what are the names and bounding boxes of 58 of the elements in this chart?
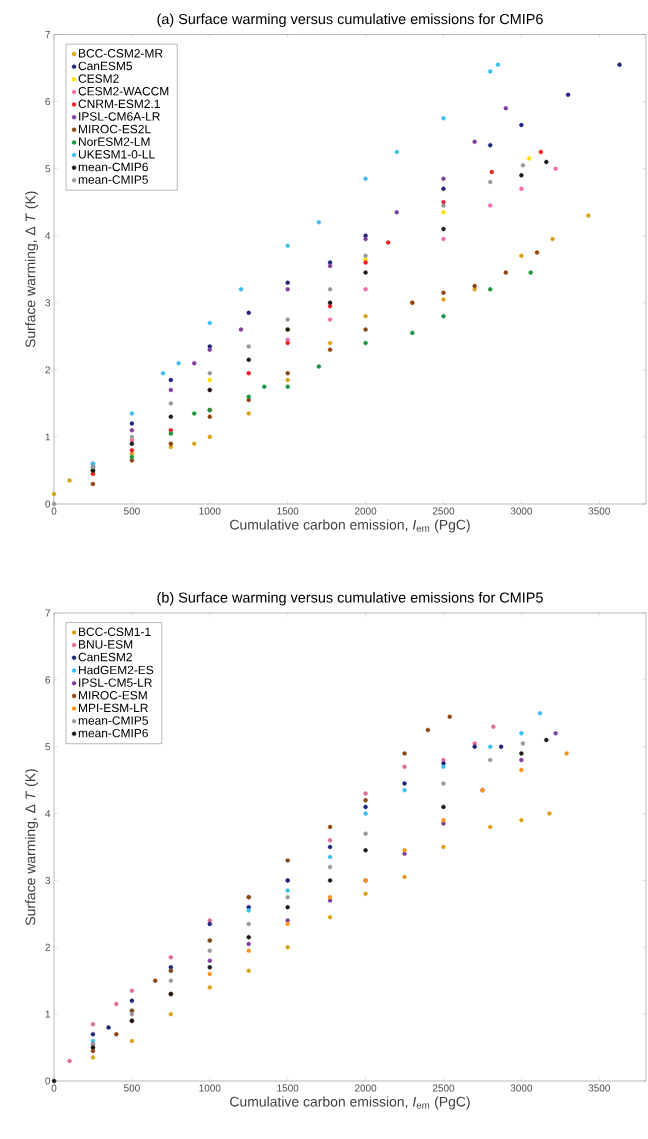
legend-label: BNU-ESM — [79, 640, 133, 649]
y-tick-label: 1 — [45, 433, 50, 441]
x-tick-label: 3500 — [588, 507, 610, 515]
x-tick-label: 1500 — [277, 1084, 299, 1092]
legend-label: UKESM1-0-LL — [78, 150, 155, 159]
legend-label: CESM2 — [78, 74, 119, 83]
legend-label: HadGEM2-ES — [79, 665, 154, 675]
y-tick-label: 0 — [45, 1077, 51, 1085]
legend-label: MIROC-ESM — [79, 691, 147, 700]
x-axis-title: Cumulative carbon emission, I$_{em}$ (PgC) — [230, 1096, 470, 1110]
chart-title: (b) Surface warming versus cumulative emissions for CMIP5 — [157, 592, 543, 606]
y-axis-title: Surface warming, Δ T (K) — [25, 769, 39, 926]
y-tick-label: 1 — [45, 1010, 50, 1018]
legend-label: mean-CMIP6 — [78, 728, 148, 738]
x-tick-label: 3500 — [588, 1084, 610, 1092]
x-tick-label: 0 — [51, 1084, 57, 1092]
legend-label: IPSL-CM6A-LR — [79, 112, 160, 121]
y-tick-label: 0 — [45, 500, 51, 508]
x-tick-label: 2000 — [355, 1084, 377, 1092]
x-tick-label: 2500 — [432, 507, 455, 515]
y-tick-label: 7 — [45, 31, 50, 38]
legend-label: CanESM5 — [78, 61, 133, 71]
y-tick-label: 5 — [45, 743, 51, 751]
legend-label: MPI-ESM-LR — [79, 703, 148, 713]
x-tick-label: 3000 — [510, 1084, 533, 1092]
x-tick-label: 1000 — [199, 507, 221, 515]
y-tick-label: 6 — [45, 98, 51, 106]
y-axis-title: Surface warming, Δ T (K) — [25, 191, 39, 348]
y-tick-label: 7 — [45, 609, 50, 617]
y-tick-label: 4 — [45, 810, 51, 818]
legend-label: BCC-CSM1-1 — [79, 627, 151, 637]
y-tick-label: 4 — [45, 232, 51, 240]
y-tick-label: 2 — [45, 366, 50, 374]
legend-label: NorESM2-LM — [79, 137, 150, 146]
legend-label: mean-CMIP5 — [78, 716, 148, 725]
x-tick-label: 2000 — [355, 507, 377, 515]
y-tick-label: 6 — [45, 676, 51, 684]
x-axis-title: Cumulative carbon emission, I$_{em}$ (PgC) — [230, 519, 470, 533]
x-tick-label: 0 — [51, 507, 57, 515]
legend-label: CanESM2 — [78, 652, 132, 662]
x-tick-label: 2500 — [432, 1084, 455, 1092]
chart-title: (a) Surface warming versus cumulative emissions for CMIP6 — [157, 13, 543, 28]
y-tick-label: 2 — [45, 943, 50, 951]
x-tick-label: 1000 — [199, 1084, 221, 1092]
y-tick-label: 3 — [45, 876, 51, 884]
legend-label: mean-CMIP5 — [78, 175, 148, 184]
legend-label: BCC-CSM2-MR — [79, 49, 163, 58]
legend-label: CNRM-ESM2.1 — [78, 99, 160, 109]
legend-label: MIROC-ES2L — [79, 124, 151, 134]
y-tick-label: 3 — [45, 299, 51, 307]
x-tick-label: 500 — [123, 507, 140, 515]
y-tick-label: 5 — [45, 165, 51, 173]
x-tick-label: 500 — [123, 1084, 140, 1092]
legend-label: mean-CMIP6 — [78, 162, 148, 172]
x-tick-label: 3000 — [510, 507, 533, 515]
legend-label: CESM2-WACCM — [78, 86, 169, 96]
x-tick-label: 1500 — [277, 507, 299, 515]
legend-label: IPSL-CM5-LR — [79, 678, 152, 687]
